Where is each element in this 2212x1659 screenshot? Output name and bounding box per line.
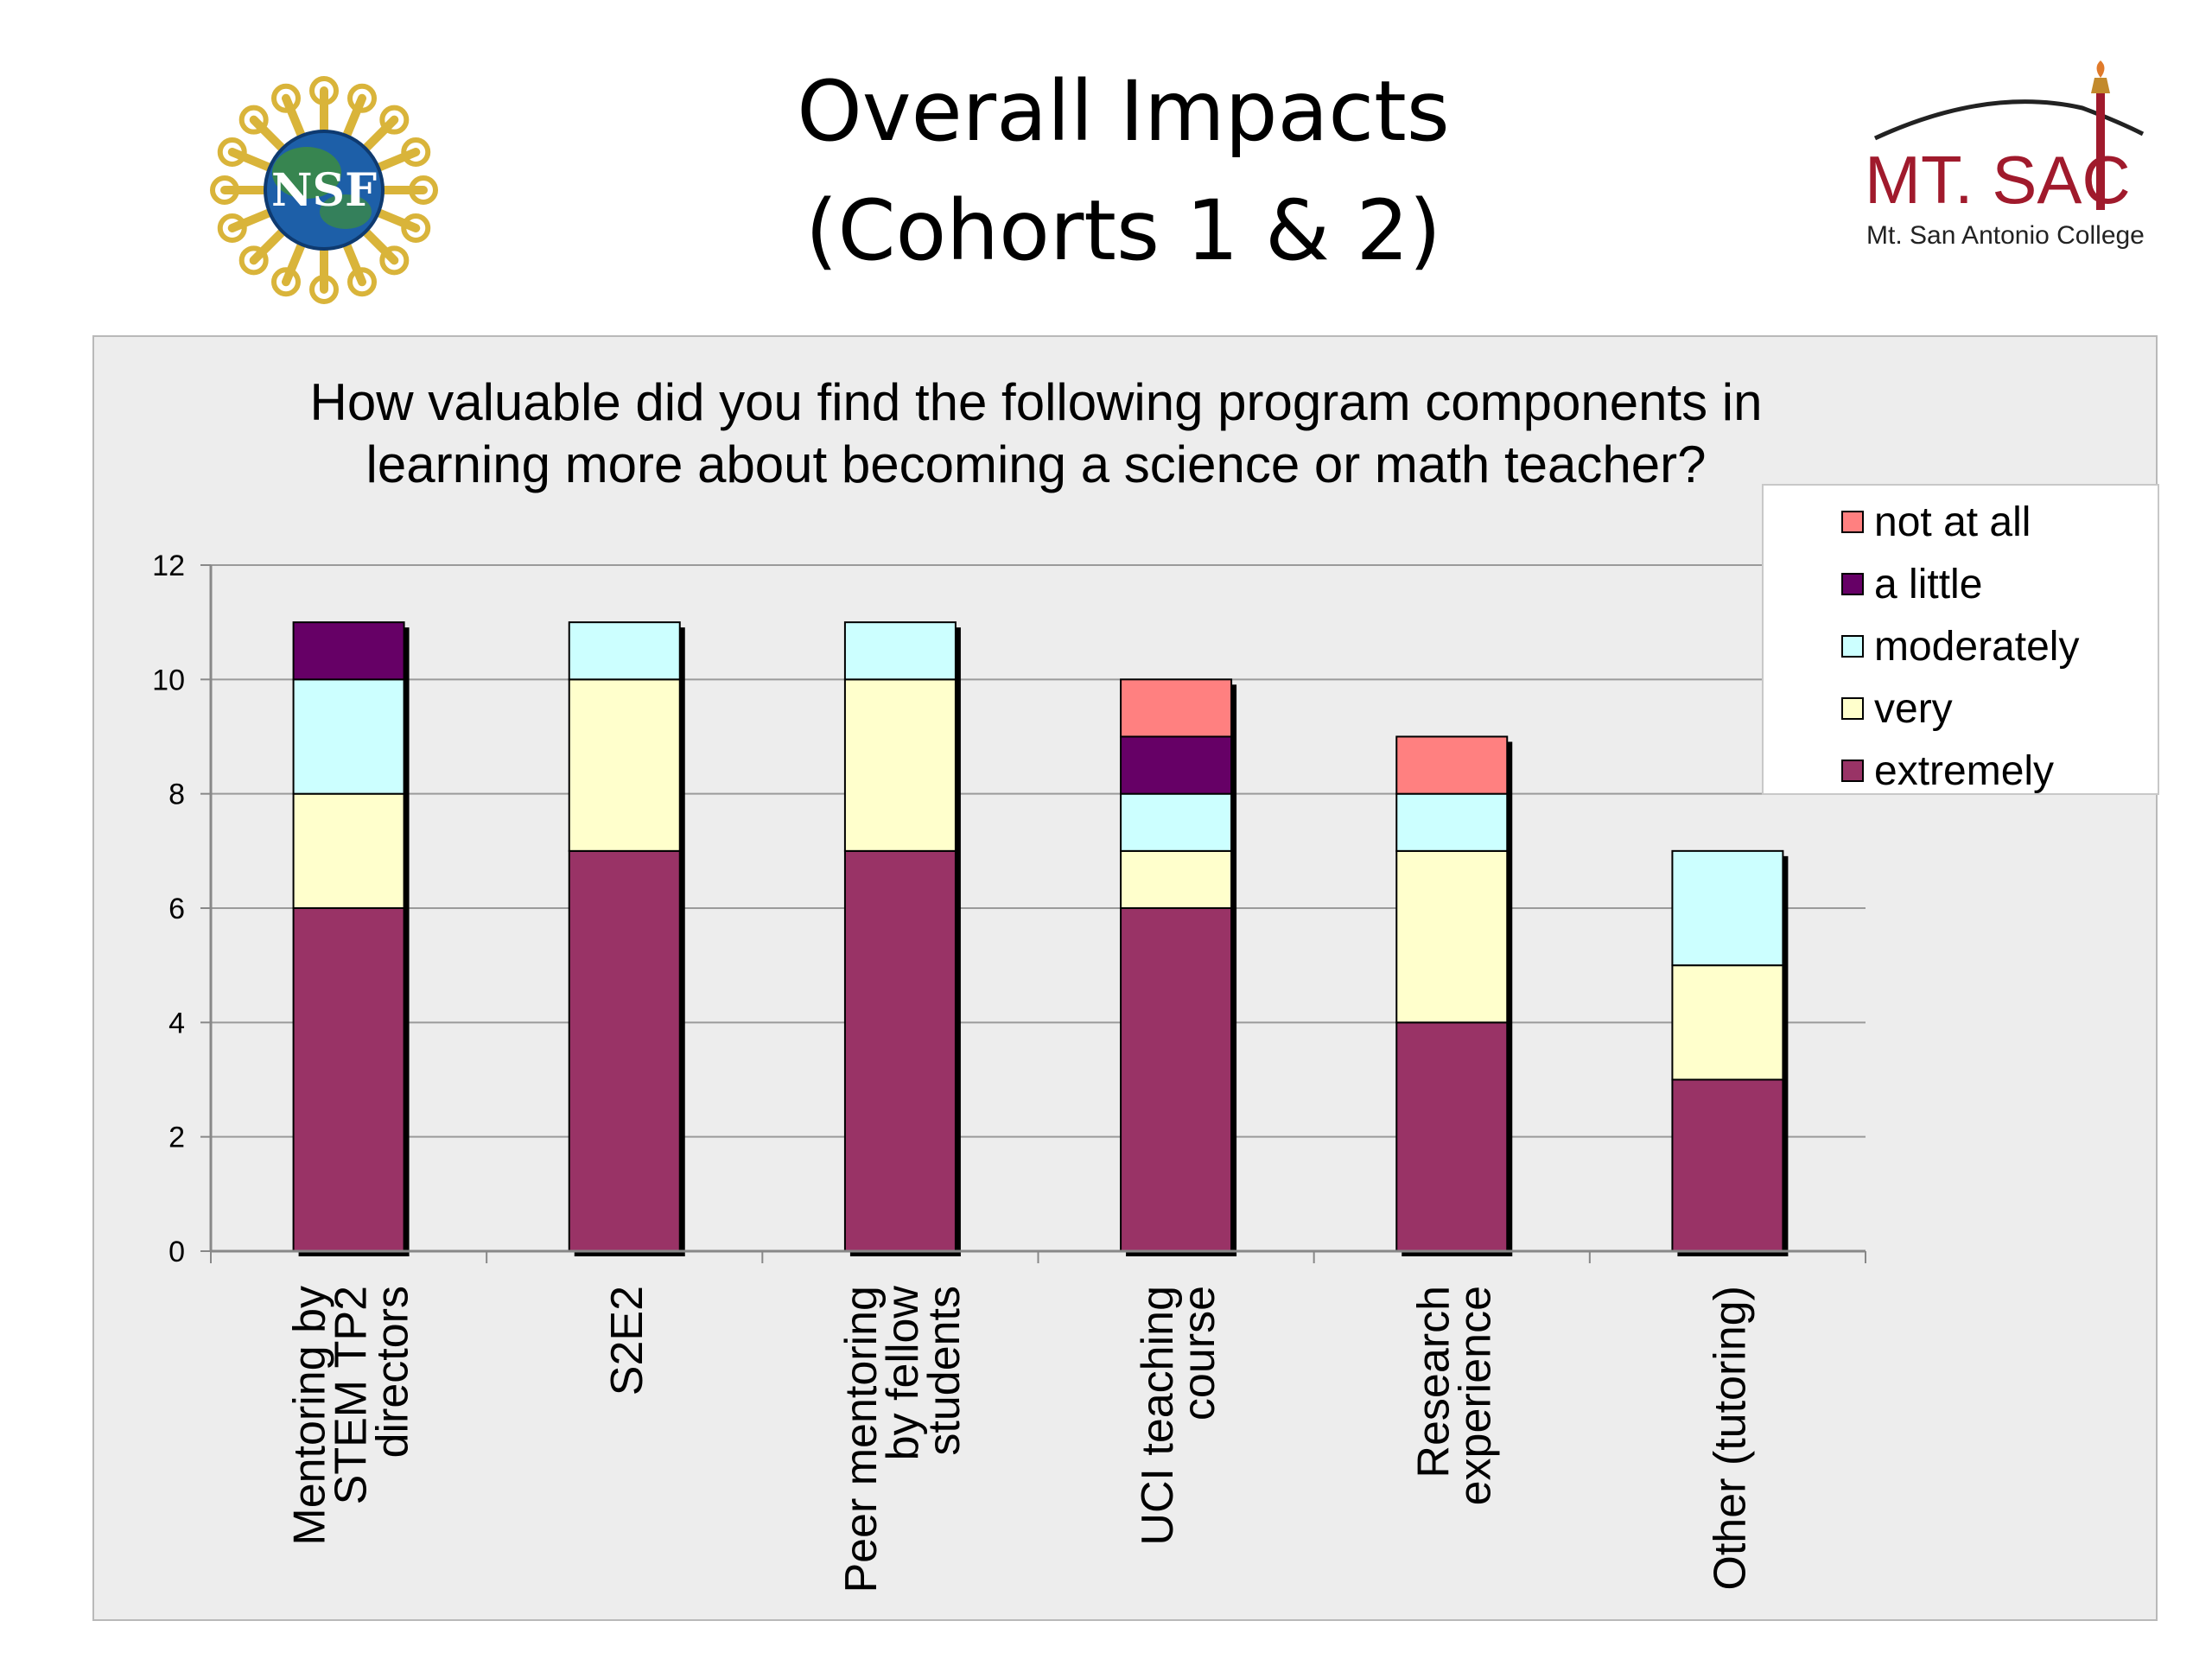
x-tick-label: Other (tutoring) (1705, 1286, 1755, 1591)
legend-item-not-at-all: not at all (1841, 491, 2158, 553)
legend-swatch (1841, 573, 1864, 595)
bar-segment-very (1120, 849, 1233, 909)
bar-segment-very (843, 678, 957, 852)
bar-segment-not-at-all (1395, 735, 1509, 795)
bar-segment-extremely (1395, 1021, 1509, 1252)
mt-sac-logo: MT. SAC Mt. San Antonio College (1865, 60, 2145, 250)
bar-segment-moderately (1120, 792, 1233, 852)
bar-segment-extremely (1671, 1078, 1784, 1252)
legend-swatch (1841, 760, 1864, 782)
legend-label: moderately (1874, 623, 2080, 670)
x-tick-label-line: STEM TP2 (327, 1286, 377, 1504)
x-tick-label-line: course (1174, 1286, 1224, 1421)
x-tick-label-line: experience (1450, 1286, 1500, 1505)
legend-label: not at all (1874, 499, 2031, 545)
chart-legend: not at all a little moderately very extremel… (1762, 484, 2159, 795)
legend-swatch (1841, 697, 1864, 720)
x-tick-label-line: Peer mentoring (836, 1286, 887, 1593)
mt-sac-logo-subtext: Mt. San Antonio College (1866, 221, 2145, 250)
legend-item-a-little: a little (1841, 553, 2158, 615)
x-tick-label-line: directors (368, 1286, 418, 1458)
chart-title: How valuable did you find the following … (215, 372, 1857, 496)
chart-panel: 0 2 4 6 8 10 12 Mentoring by STEM TP2 directors S… (92, 335, 2159, 1621)
bar-segment-very (292, 792, 405, 910)
legend-label: a little (1874, 561, 1983, 607)
legend-label: extremely (1874, 747, 2055, 794)
chart-title-line-2: learning more about becoming a science o… (365, 435, 1707, 493)
legend-swatch (1841, 511, 1864, 533)
x-tick-label-line: Research (1408, 1286, 1459, 1478)
bar-segment-moderately (568, 621, 681, 681)
chart-title-line-1: How valuable did you find the following … (309, 373, 1763, 431)
bar-segment-not-at-all (1120, 678, 1233, 738)
bar-segment-extremely (1120, 907, 1233, 1252)
legend-item-very: very (1841, 677, 2158, 740)
bar-segment-a-little (292, 621, 405, 681)
slide-title-line-2: (Cohorts 1 & 2) (805, 182, 1441, 279)
bar-segment-very (1671, 964, 1784, 1081)
y-tick-label: 4 (168, 1007, 185, 1039)
y-tick-label: 8 (168, 779, 185, 811)
nsf-logo-text: NSF (271, 164, 377, 217)
slide-title: Overall Impacts (Cohorts 1 & 2) (605, 52, 1642, 290)
bar-segment-moderately (292, 678, 405, 795)
y-tick-label: 0 (168, 1236, 185, 1268)
x-tick-label: S2E2 (602, 1286, 652, 1395)
y-tick-label: 10 (152, 664, 185, 696)
x-tick-label-line: Mentoring by (285, 1286, 335, 1546)
nsf-logo: NSF (210, 76, 438, 304)
x-tick-label-line: students (919, 1286, 969, 1456)
bar-segment-extremely (292, 907, 405, 1252)
bar-segment-moderately (1671, 849, 1784, 967)
y-tick-label: 12 (152, 550, 185, 582)
bar-segment-moderately (843, 621, 957, 681)
bar-segment-moderately (1395, 792, 1509, 852)
y-tick-label: 6 (168, 893, 185, 925)
x-tick-label-line: UCI teaching (1133, 1286, 1183, 1546)
bar-segment-extremely (568, 849, 681, 1252)
mt-sac-logo-text: MT. SAC (1865, 142, 2131, 218)
bar-segment-extremely (843, 849, 957, 1252)
x-tick-label-line: by fellow (878, 1286, 928, 1461)
legend-item-extremely: extremely (1841, 740, 2158, 802)
bar-segment-very (1395, 849, 1509, 1024)
bar-segment-a-little (1120, 735, 1233, 795)
x-tick-label-line: S2E2 (602, 1286, 652, 1395)
bar-segment-very (568, 678, 681, 852)
legend-swatch (1841, 635, 1864, 658)
x-tick-label-line: Other (tutoring) (1705, 1286, 1755, 1591)
legend-label: very (1874, 685, 1953, 732)
slide-title-line-1: Overall Impacts (797, 63, 1450, 160)
y-tick-label: 2 (168, 1122, 185, 1154)
legend-item-moderately: moderately (1841, 615, 2158, 677)
